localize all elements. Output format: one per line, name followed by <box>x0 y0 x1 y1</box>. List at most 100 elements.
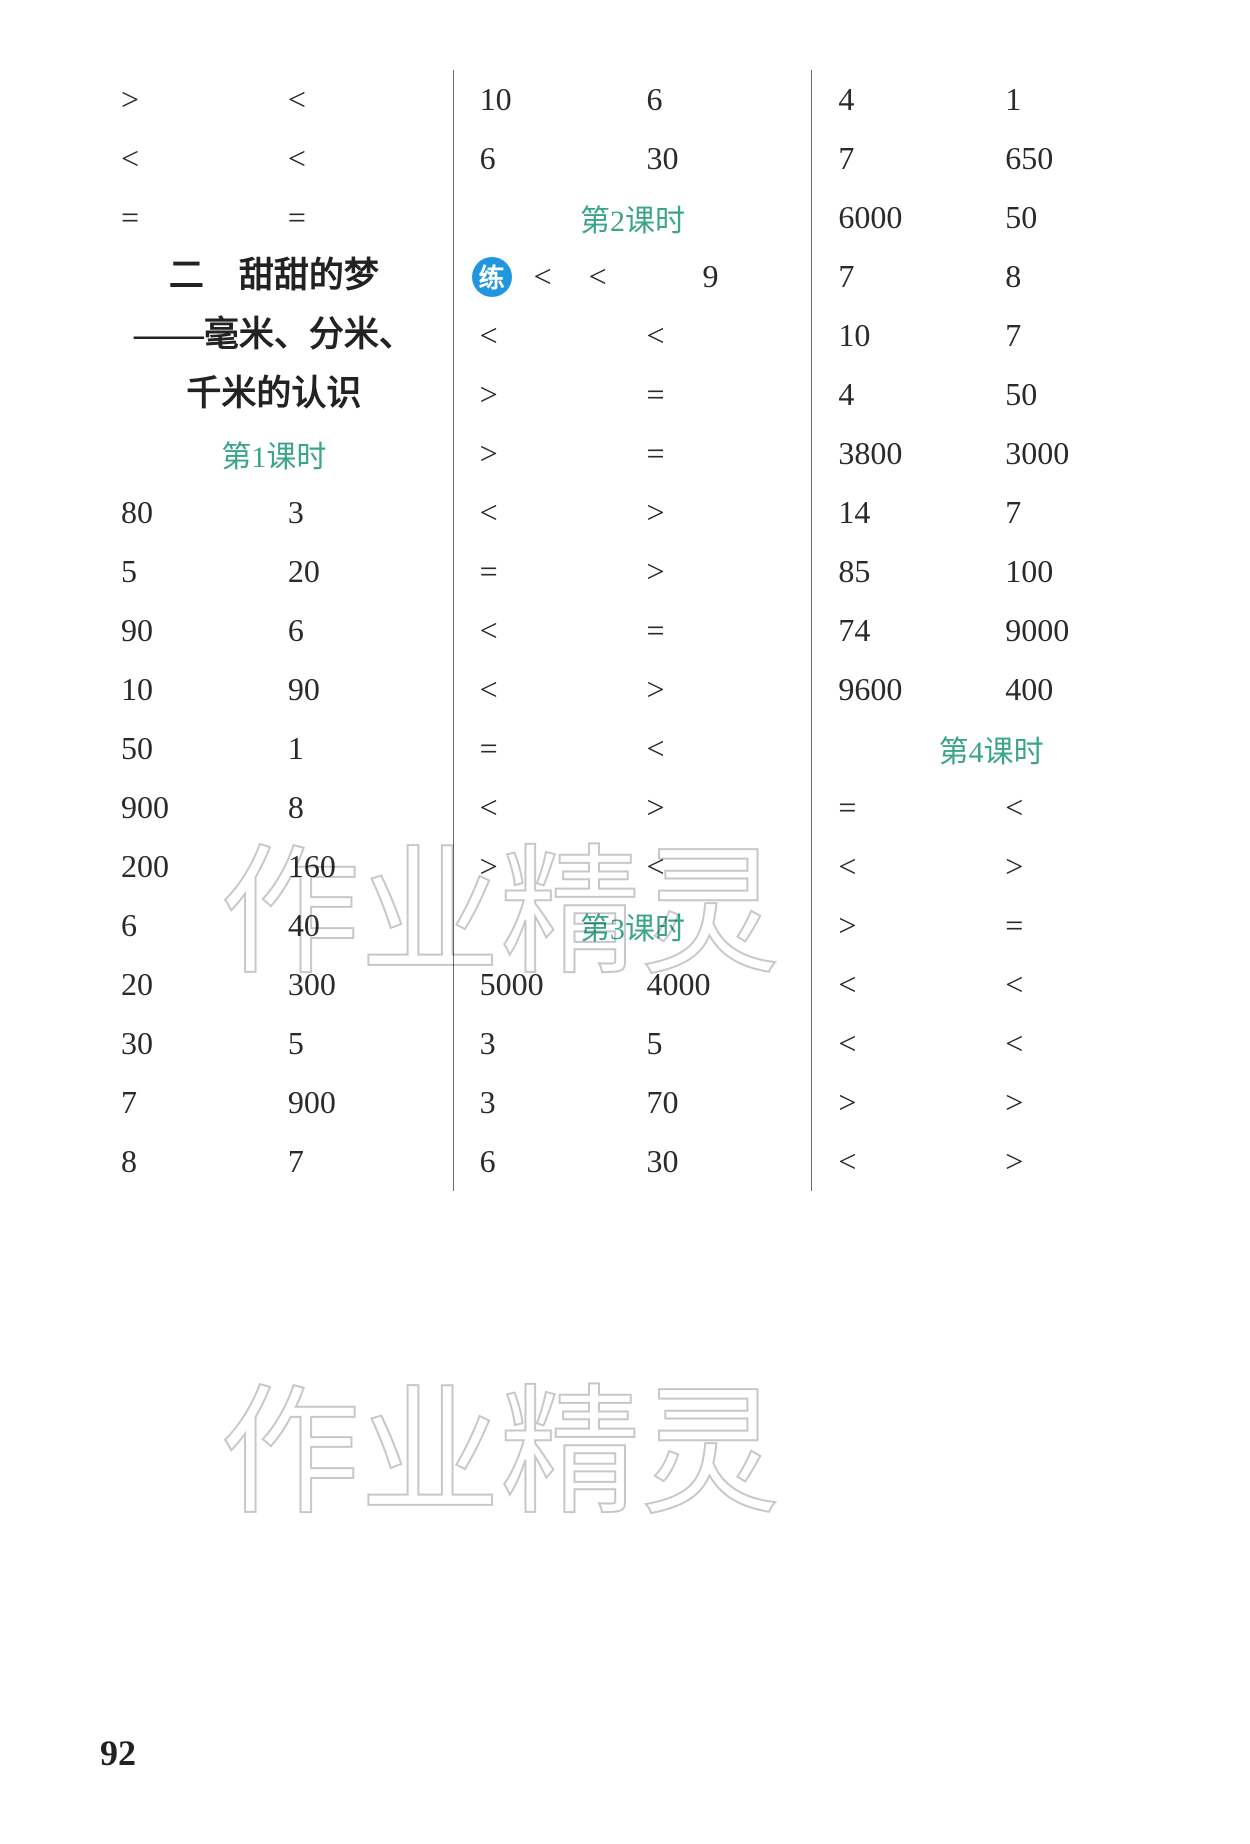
cell: 4 <box>830 376 985 413</box>
cell: = <box>113 199 268 236</box>
cell: 6 <box>113 907 268 944</box>
data-row: < < <box>113 129 435 188</box>
data-row: >< <box>472 837 794 896</box>
lian-badge-icon: 练 <box>472 257 512 297</box>
data-row: 600050 <box>830 188 1152 247</box>
cell: 5 <box>627 1025 794 1062</box>
cell: 10 <box>830 317 985 354</box>
cell: < <box>518 258 568 295</box>
cell: 90 <box>268 671 435 708</box>
cell: 70 <box>627 1084 794 1121</box>
cell: 7 <box>268 1143 435 1180</box>
cell: 1 <box>985 81 1152 118</box>
cell: = <box>472 730 627 767</box>
cell: 80 <box>113 494 268 531</box>
data-row: << <box>472 306 794 365</box>
data-row: 35 <box>472 1014 794 1073</box>
data-row: 20300 <box>113 955 435 1014</box>
cell: < <box>568 258 628 295</box>
section-title-line: 二 甜甜的梦 <box>113 247 435 306</box>
data-row: 749000 <box>830 601 1152 660</box>
cell: 8 <box>268 789 435 826</box>
data-row: 107 <box>830 306 1152 365</box>
data-row: >= <box>830 896 1152 955</box>
cell: > <box>627 671 794 708</box>
cell: < <box>268 140 435 177</box>
cell: 3000 <box>985 435 1152 472</box>
cell: 7 <box>830 258 985 295</box>
cell: = <box>627 376 794 413</box>
lesson-1-heading: 第1课时 <box>113 424 435 483</box>
data-row: 38003000 <box>830 424 1152 483</box>
data-row: 50004000 <box>472 955 794 1014</box>
cell: = <box>830 789 985 826</box>
cell: < <box>985 789 1152 826</box>
cell: 8 <box>113 1143 268 1180</box>
data-row: 85100 <box>830 542 1152 601</box>
cell: > <box>472 848 627 885</box>
cell: 10 <box>472 81 627 118</box>
cell: 7 <box>113 1084 268 1121</box>
cell: > <box>830 907 985 944</box>
cell: 6 <box>627 81 794 118</box>
cell: 9600 <box>830 671 985 708</box>
cell: 100 <box>985 553 1152 590</box>
cell: 400 <box>985 671 1152 708</box>
data-row: 906 <box>113 601 435 660</box>
lian-row: 练 < < 9 <box>472 247 794 306</box>
cell: = <box>472 553 627 590</box>
lesson-2-heading: 第2课时 <box>472 188 794 247</box>
section-title-line: 千米的认识 <box>113 365 435 424</box>
cell: 74 <box>830 612 985 649</box>
cell: 5 <box>268 1025 435 1062</box>
cell: 3 <box>472 1084 627 1121</box>
cell: < <box>830 1143 985 1180</box>
cell: = <box>627 435 794 472</box>
data-row: =< <box>472 719 794 778</box>
data-row: <> <box>830 1132 1152 1191</box>
cell: < <box>472 612 627 649</box>
column-1: > < < < = = 二 甜甜的梦 ——毫米、分米、 千米的认识 第1课时 <box>95 70 453 1191</box>
data-row: 78 <box>830 247 1152 306</box>
cell: 5 <box>113 553 268 590</box>
lesson-3-heading: 第3课时 <box>472 896 794 955</box>
cell: < <box>985 966 1152 1003</box>
cell: 50 <box>113 730 268 767</box>
cell: 90 <box>113 612 268 649</box>
cell: 30 <box>113 1025 268 1062</box>
cell: 200 <box>113 848 268 885</box>
cell: > <box>830 1084 985 1121</box>
cell: < <box>113 140 268 177</box>
cell: > <box>472 376 627 413</box>
cell: 6 <box>268 612 435 649</box>
cell: < <box>627 730 794 767</box>
data-row: 450 <box>830 365 1152 424</box>
cell: = <box>985 907 1152 944</box>
lesson-4-heading: 第4课时 <box>830 719 1152 778</box>
cell: 160 <box>268 848 435 885</box>
data-row: 630 <box>472 129 794 188</box>
cell: 900 <box>268 1084 435 1121</box>
data-row: => <box>472 542 794 601</box>
cell: 3 <box>472 1025 627 1062</box>
data-row: 520 <box>113 542 435 601</box>
cell: 4000 <box>627 966 794 1003</box>
cell: 4 <box>830 81 985 118</box>
column-3: 41 7650 600050 78 107 450 38003000 147 8… <box>812 70 1170 1191</box>
cell: 900 <box>113 789 268 826</box>
data-row: > < <box>113 70 435 129</box>
cell: < <box>985 1025 1152 1062</box>
cell: 30 <box>627 140 794 177</box>
data-row: 1090 <box>113 660 435 719</box>
cell: 7 <box>985 317 1152 354</box>
cell: 50 <box>985 376 1152 413</box>
data-row: << <box>830 955 1152 1014</box>
cell: > <box>627 789 794 826</box>
cell: < <box>472 494 627 531</box>
data-row: <> <box>472 483 794 542</box>
cell: 14 <box>830 494 985 531</box>
cell: 3800 <box>830 435 985 472</box>
cell: < <box>268 81 435 118</box>
cell: 650 <box>985 140 1152 177</box>
cell: 30 <box>627 1143 794 1180</box>
